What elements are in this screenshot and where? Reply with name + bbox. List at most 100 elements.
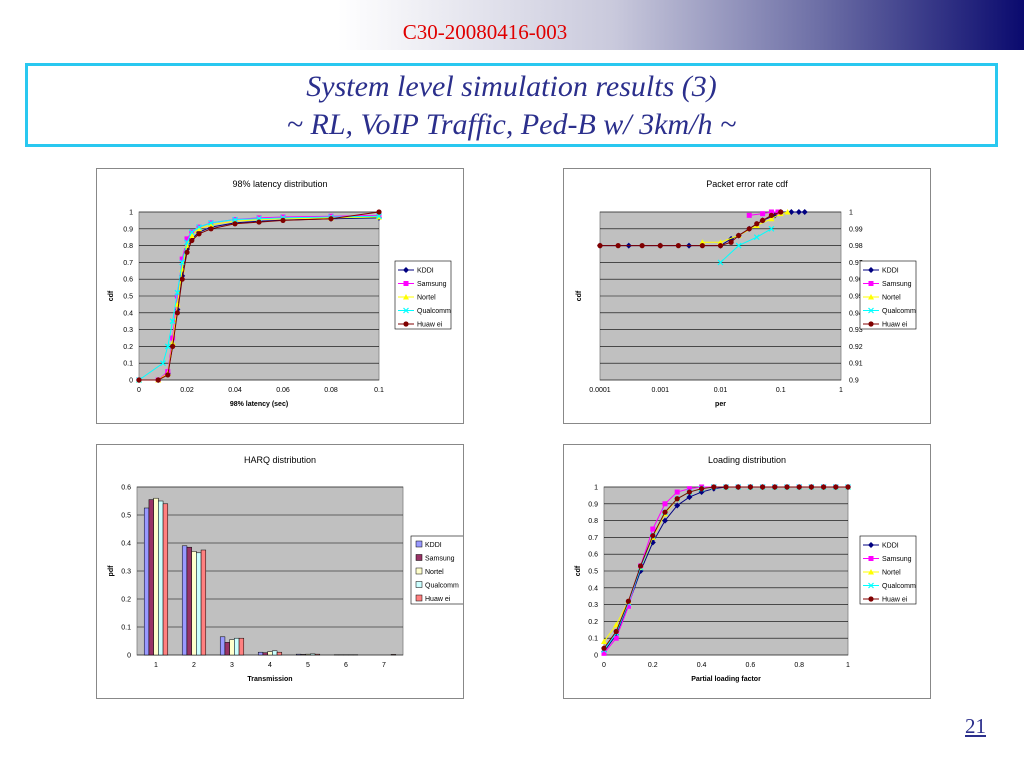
data-point (753, 234, 760, 241)
legend-label: KDDI (882, 543, 899, 550)
y-tick-label: 0.7 (588, 535, 598, 542)
data-point (165, 372, 171, 378)
data-point (196, 224, 202, 231)
data-point (208, 226, 214, 232)
data-point (686, 486, 692, 492)
legend-swatch (415, 594, 423, 602)
series-huaw-ei (136, 209, 382, 383)
data-point (184, 249, 190, 255)
data-point (650, 526, 656, 532)
x-axis-label: per (715, 401, 726, 408)
y-tick-label: 0.93 (849, 327, 863, 334)
legend-box (410, 535, 463, 605)
data-point (760, 217, 766, 223)
data-point (699, 239, 706, 245)
y-tick-label: 0.9 (588, 501, 598, 508)
data-point (746, 212, 752, 218)
legend-marker (868, 307, 874, 314)
data-point (795, 209, 802, 215)
data-point (170, 335, 176, 341)
series-line (720, 228, 772, 263)
y-tick-label: 0.5 (121, 513, 131, 520)
legend-marker (403, 267, 409, 273)
data-point (699, 486, 705, 492)
legend-label: Huaw ei (417, 322, 443, 329)
y-tick-label: 0.8 (123, 243, 133, 250)
data-point (711, 484, 717, 490)
legend-label: Huaw ei (882, 322, 908, 329)
bar (186, 546, 192, 656)
x-tick-label: 0.0001 (589, 387, 611, 394)
y-tick-label: 0.1 (588, 636, 598, 643)
legend-label: Samsung (882, 556, 912, 563)
bar (272, 650, 278, 656)
x-tick-label: 0.04 (228, 387, 242, 394)
packet-error-rate-chart: Packet error rate cdf 0.9 0.91 0.92 0.93 0.94… (576, 179, 917, 408)
legend-label: Qualcomm (425, 583, 459, 590)
data-point (784, 484, 790, 490)
chart-title: HARQ distribution (244, 455, 316, 465)
legend-marker (868, 596, 874, 602)
x-tick-label: 4 (268, 662, 272, 669)
y-tick-label: 0.7 (123, 260, 133, 267)
x-tick-label: 7 (382, 662, 386, 669)
bar (276, 651, 283, 656)
y-tick-label: 0.8 (588, 518, 598, 525)
legend-box (394, 260, 452, 330)
y-tick-label: 0.6 (121, 485, 131, 492)
y-axis-label: cdf (575, 565, 582, 576)
legend: KDDI Samsung Nortel Qualcomm Huaw ei (859, 260, 917, 330)
data-point (232, 216, 238, 223)
x-tick-label: 0.001 (651, 387, 669, 394)
data-point (196, 231, 202, 237)
legend-label: Samsung (882, 281, 912, 288)
y-tick-label: 0.94 (849, 310, 863, 317)
bar (153, 497, 159, 656)
data-point (657, 243, 663, 249)
x-tick-label: 0.1 (374, 387, 384, 394)
y-tick-label: 0.2 (123, 344, 133, 351)
data-point (801, 209, 808, 215)
data-point (174, 289, 181, 296)
data-point (760, 484, 766, 490)
data-point (376, 213, 382, 220)
data-point (625, 598, 631, 604)
bar (196, 552, 202, 656)
data-point (179, 256, 185, 262)
data-point (723, 484, 729, 490)
chart-panel-latency: 98% latency distribution 0 0.1 0.2 0.3 0.4 0.5… (96, 168, 464, 424)
legend-box (859, 260, 917, 330)
bar (162, 503, 169, 656)
y-tick-label: 0.6 (123, 277, 133, 284)
y-tick-label: 0.92 (849, 344, 863, 351)
data-point (184, 239, 190, 246)
x-tick-label: 2 (192, 662, 196, 669)
legend-label: Huaw ei (882, 597, 908, 604)
legend-label: Qualcomm (417, 308, 451, 315)
y-tick-label: 0 (594, 653, 598, 660)
legend-swatch (415, 581, 423, 588)
legend-label: Huaw ei (425, 596, 451, 603)
data-point (184, 236, 190, 242)
legend: KDDI Samsung Nortel Qualcomm Huaw ei (410, 535, 463, 605)
legend-label: Samsung (417, 281, 447, 288)
x-tick-label: 1 (839, 387, 843, 394)
data-point (280, 217, 286, 223)
data-point (650, 533, 656, 539)
y-tick-label: 0.1 (121, 625, 131, 632)
bar (191, 551, 197, 656)
data-point (169, 340, 176, 346)
page-number-link[interactable]: 21 (965, 714, 986, 738)
legend-label: KDDI (882, 268, 899, 275)
y-tick-label: 0.97 (849, 260, 863, 267)
legend-label: Nortel (882, 570, 901, 577)
document-id: C30-20080416-003 (402, 20, 568, 44)
legend-marker (403, 294, 409, 300)
y-tick-label: 1 (594, 485, 598, 492)
x-tick-label: 5 (306, 662, 310, 669)
y-tick-label: 0.1 (123, 361, 133, 368)
data-point (188, 232, 195, 239)
x-tick-label: 6 (344, 662, 348, 669)
header-gradient-bar (0, 0, 1024, 50)
legend-label: Samsung (425, 556, 455, 563)
